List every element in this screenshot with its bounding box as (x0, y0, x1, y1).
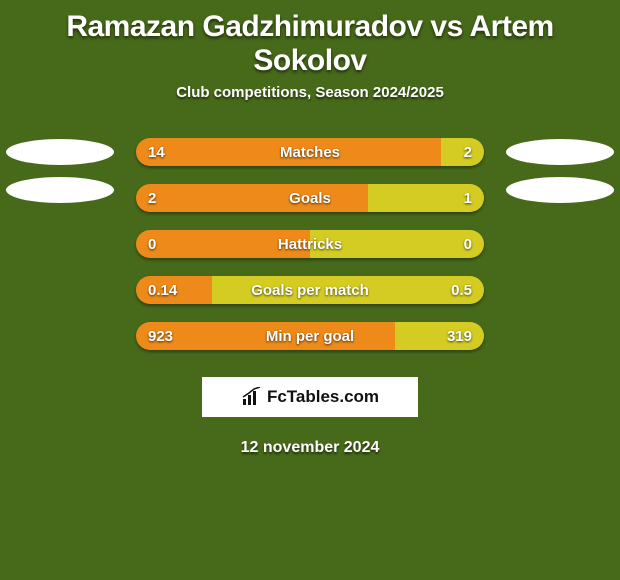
stat-row: Min per goal 923 319 (0, 313, 620, 359)
subtitle: Club competitions, Season 2024/2025 (0, 84, 620, 129)
stat-value-left: 14 (148, 144, 165, 161)
player-photo-left (6, 139, 114, 165)
player-photo-right (506, 177, 614, 203)
stat-label: Goals (289, 190, 331, 207)
stat-bar: Min per goal 923 319 (136, 322, 484, 350)
stat-value-right: 1 (464, 190, 472, 207)
player-photo-right (506, 139, 614, 165)
brand-badge: FcTables.com (202, 377, 418, 417)
stat-row: Matches 14 2 (0, 129, 620, 175)
stat-value-right: 319 (447, 328, 472, 345)
stat-row: Goals per match 0.14 0.5 (0, 267, 620, 313)
comparison-rows: Matches 14 2 Goals 2 1 Hattricks 0 0 Goals per ma… (0, 129, 620, 359)
stat-row: Goals 2 1 (0, 175, 620, 221)
stat-label: Matches (280, 144, 340, 161)
stat-value-right: 2 (464, 144, 472, 161)
chart-icon (241, 387, 263, 407)
page-title: Ramazan Gadzhimuradov vs Artem Sokolov (0, 0, 620, 84)
stat-value-left: 0.14 (148, 282, 177, 299)
stat-bar-left (136, 184, 368, 212)
stat-label: Goals per match (251, 282, 369, 299)
stat-bar: Hattricks 0 0 (136, 230, 484, 258)
stat-value-left: 923 (148, 328, 173, 345)
stat-value-right: 0.5 (451, 282, 472, 299)
stat-bar: Matches 14 2 (136, 138, 484, 166)
stat-label: Min per goal (266, 328, 354, 345)
player-photo-left (6, 177, 114, 203)
stat-value-right: 0 (464, 236, 472, 253)
stat-bar: Goals 2 1 (136, 184, 484, 212)
stat-bar: Goals per match 0.14 0.5 (136, 276, 484, 304)
brand-text: FcTables.com (267, 387, 379, 407)
stat-label: Hattricks (278, 236, 342, 253)
date-text: 12 november 2024 (0, 439, 620, 457)
stat-row: Hattricks 0 0 (0, 221, 620, 267)
stat-value-left: 0 (148, 236, 156, 253)
stat-value-left: 2 (148, 190, 156, 207)
stat-bar-right (441, 138, 485, 166)
